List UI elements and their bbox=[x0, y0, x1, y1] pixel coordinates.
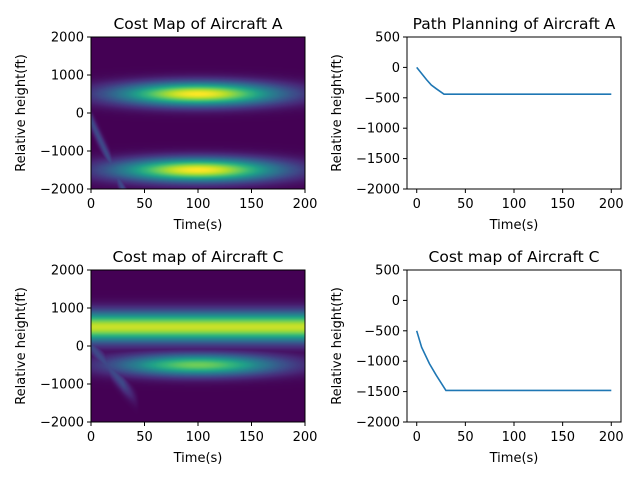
y-tick-label: −1500 bbox=[356, 152, 400, 167]
y-tick-label: −1500 bbox=[356, 385, 400, 400]
x-tick-label: 0 bbox=[413, 430, 421, 445]
y-tick-label: 0 bbox=[392, 294, 400, 309]
x-tick-label: 200 bbox=[293, 430, 318, 445]
y-tick-label: −2000 bbox=[356, 416, 400, 431]
y-tick-label: 500 bbox=[375, 31, 400, 46]
path-line bbox=[415, 330, 612, 392]
x-tick-label: 50 bbox=[457, 430, 474, 445]
x-axis-label: Time(s) bbox=[173, 218, 223, 233]
y-tick-label: 2000 bbox=[51, 31, 84, 46]
x-tick-label: 150 bbox=[550, 197, 575, 212]
y-tick-label: −2000 bbox=[356, 183, 400, 198]
x-tick-label: 100 bbox=[186, 430, 211, 445]
x-tick-label: 50 bbox=[136, 430, 153, 445]
x-tick-label: 150 bbox=[239, 197, 264, 212]
y-tick-label: −1000 bbox=[40, 145, 84, 160]
x-tick-label: 0 bbox=[87, 430, 95, 445]
y-tick-label: 2000 bbox=[51, 264, 84, 279]
path-line bbox=[416, 66, 612, 95]
x-tick-label: 50 bbox=[457, 197, 474, 212]
y-tick-label: −1000 bbox=[356, 122, 400, 137]
y-tick-label: −1000 bbox=[356, 355, 400, 370]
x-tick-label: 50 bbox=[136, 197, 153, 212]
y-axis-label: Relative height(ft) bbox=[14, 287, 29, 405]
y-tick-label: 1000 bbox=[51, 69, 84, 84]
y-tick-label: −500 bbox=[364, 91, 400, 106]
x-tick-label: 200 bbox=[599, 430, 624, 445]
x-axis-label: Time(s) bbox=[489, 451, 539, 466]
subplot-3: 0 50 100 150 200 2000 1000 0 −1000 −2000 Cost map … bbox=[14, 248, 317, 466]
subplot-2: 0 50 100 150 200 500 0 −500 −1000 −1500 −2000 Path … bbox=[330, 15, 624, 233]
subplot-4: 0 50 100 150 200 500 0 −500 −1000 −1500 −2000 Cost … bbox=[330, 248, 624, 466]
y-tick-label: −1000 bbox=[40, 378, 84, 393]
y-tick-label: −2000 bbox=[40, 416, 84, 431]
x-axis-label: Time(s) bbox=[173, 451, 223, 466]
x-tick-label: 0 bbox=[87, 197, 95, 212]
x-tick-label: 150 bbox=[239, 430, 264, 445]
axes-frame bbox=[406, 36, 622, 190]
y-axis-label: Relative height(ft) bbox=[330, 287, 345, 405]
chart-title: Cost Map of Aircraft A bbox=[113, 15, 282, 33]
y-tick-label: 0 bbox=[76, 107, 84, 122]
axes-frame bbox=[406, 269, 622, 423]
chart-title: Path Planning of Aircraft A bbox=[413, 15, 616, 33]
y-tick-label: 1000 bbox=[51, 302, 84, 317]
subplot-1: 0 50 100 150 200 2000 1000 0 −1000 −2000 Cost Map … bbox=[14, 15, 317, 233]
y-tick-label: −500 bbox=[364, 324, 400, 339]
x-tick-label: 100 bbox=[186, 197, 211, 212]
y-tick-label: 0 bbox=[392, 61, 400, 76]
y-axis-label: Relative height(ft) bbox=[14, 54, 29, 172]
x-tick-label: 100 bbox=[502, 430, 527, 445]
cost-heatmap bbox=[91, 37, 305, 189]
y-tick-label: 0 bbox=[76, 340, 84, 355]
cost-heatmap bbox=[91, 270, 305, 422]
x-tick-label: 0 bbox=[413, 197, 421, 212]
x-axis-label: Time(s) bbox=[489, 218, 539, 233]
chart-title: Cost map of Aircraft C bbox=[429, 248, 600, 266]
x-tick-label: 150 bbox=[550, 430, 575, 445]
y-tick-label: 500 bbox=[375, 264, 400, 279]
x-tick-label: 200 bbox=[599, 197, 624, 212]
chart-title: Cost map of Aircraft C bbox=[113, 248, 284, 266]
x-tick-label: 200 bbox=[293, 197, 318, 212]
y-axis-label: Relative height(ft) bbox=[330, 54, 345, 172]
x-tick-label: 100 bbox=[502, 197, 527, 212]
y-tick-label: −2000 bbox=[40, 183, 84, 198]
